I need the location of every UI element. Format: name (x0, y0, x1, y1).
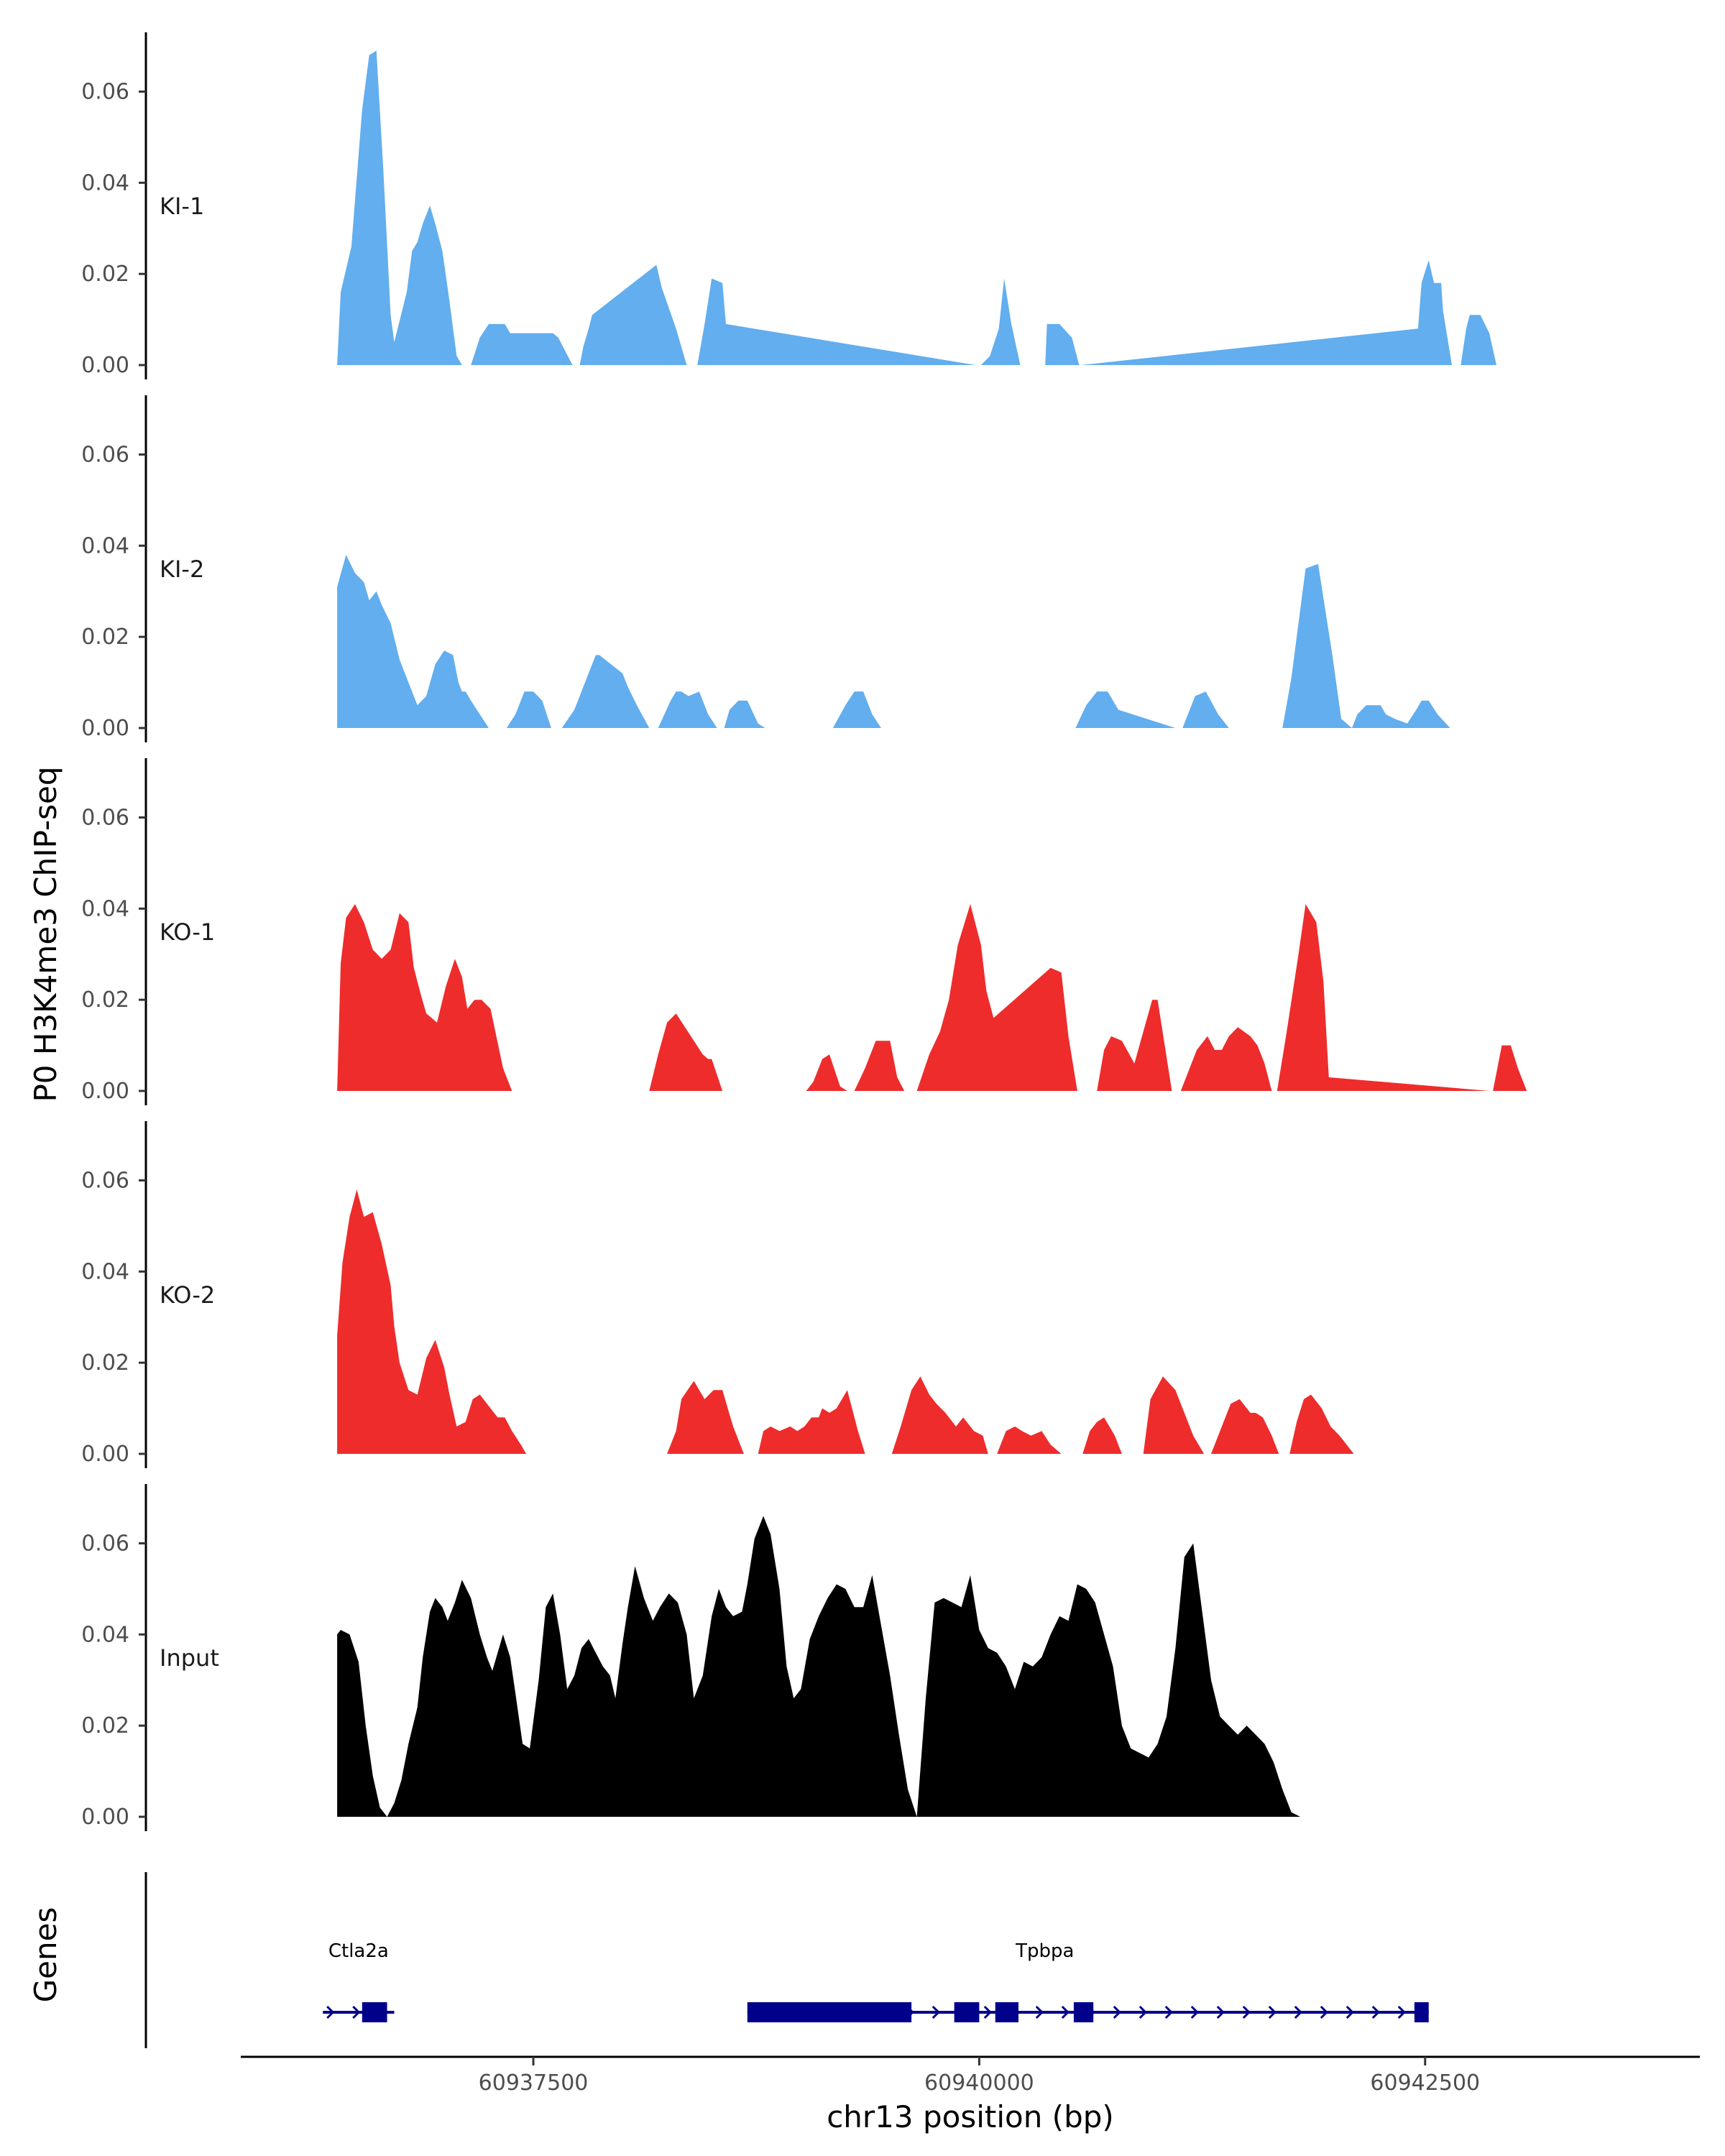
gene-exon (1414, 2002, 1429, 2022)
strand-arrow (1190, 2005, 1199, 2019)
series-area-ko-1 (337, 904, 1693, 1091)
strand-arrow (1320, 2005, 1328, 2019)
track-label: KI-2 (160, 556, 204, 583)
gene-exon (995, 2002, 1018, 2022)
y-tick-label: 0.04 (81, 1622, 129, 1647)
track-label: KO-1 (160, 918, 215, 946)
tracks-layer: 0.00 0.02 0.04 0.06 KI-1 0.00 0.02 0.04 0.06 KI-2… (81, 32, 1693, 1831)
gene-exon (1073, 2002, 1094, 2022)
y-tick-label: 0.00 (81, 1442, 129, 1467)
y-tick-label: 0.04 (81, 533, 129, 558)
gene-label: Ctla2a (328, 1940, 389, 1962)
y-tick-label: 0.06 (81, 1168, 129, 1193)
strand-arrow (352, 2005, 361, 2019)
series-area-ki-2 (337, 555, 1693, 728)
y-tick-label: 0.06 (81, 805, 129, 830)
y-tick-label: 0.00 (81, 1805, 129, 1830)
series-area-ki-1 (337, 50, 1591, 366)
y-tick-label: 0.06 (81, 442, 129, 467)
strand-arrow (1035, 2005, 1044, 2019)
strand-arrow (1164, 2005, 1173, 2019)
x-axis-title: chr13 position (bp) (827, 2099, 1114, 2134)
y-tick-label: 0.06 (81, 79, 129, 104)
gene-tpbpa: Tpbpa (747, 1940, 1429, 2022)
y-tick-label: 0.06 (81, 1531, 129, 1556)
x-tick-label: 60937500 (479, 2070, 589, 2096)
y-tick-label: 0.04 (81, 170, 129, 195)
y-tick-label: 0.02 (81, 262, 129, 287)
track-ko-1: 0.00 0.02 0.04 0.06 KO-1 (81, 758, 1693, 1105)
series-area-input (337, 1516, 1693, 1817)
strand-arrow (983, 2005, 992, 2019)
strand-arrow (326, 2005, 335, 2019)
y-tick-label: 0.00 (81, 353, 129, 378)
y-tick-label: 0.00 (81, 1079, 129, 1104)
track-input: 0.00 0.02 0.04 0.06 Input (81, 1484, 1693, 1831)
strand-arrow (1346, 2005, 1354, 2019)
strand-arrow (1242, 2005, 1251, 2019)
gene-exon (747, 2002, 912, 2022)
y-tick-label: 0.02 (81, 625, 129, 650)
genes-panel: Ctla2a Tpbpa (144, 1872, 1429, 2048)
y-tick-label: 0.02 (81, 1713, 129, 1738)
y-tick-label: 0.02 (81, 1350, 129, 1376)
track-ko-2: 0.00 0.02 0.04 0.06 KO-2 (81, 1121, 1693, 1468)
x-axis: 60937500 60940000 60942500 (241, 2055, 1700, 2096)
strand-arrow (1216, 2005, 1225, 2019)
strand-arrow (1294, 2005, 1302, 2019)
strand-arrow (1061, 2005, 1070, 2019)
track-ki-1: 0.00 0.02 0.04 0.06 KI-1 (81, 32, 1591, 379)
strand-arrow (1138, 2005, 1147, 2019)
track-label: KO-2 (160, 1281, 215, 1309)
strand-arrow (932, 2005, 940, 2019)
y-tick-label: 0.04 (81, 1259, 129, 1284)
strand-arrow (1371, 2005, 1380, 2019)
gene-exon (362, 2002, 387, 2022)
y-axis-title: P0 H3K4me3 ChIP-seq (28, 766, 63, 1102)
y-tick-label: 0.00 (81, 716, 129, 741)
track-ki-2: 0.00 0.02 0.04 0.06 KI-2 (81, 395, 1693, 742)
genes-axis-title: Genes (28, 1907, 63, 2003)
track-label: Input (160, 1644, 219, 1672)
gene-ctla2a: Ctla2a (323, 1940, 395, 2022)
gene-label: Tpbpa (1015, 1940, 1074, 1962)
gene-exon (954, 2002, 980, 2022)
x-tick-label: 60942500 (1370, 2070, 1480, 2096)
series-area-ko-2 (337, 1189, 1693, 1454)
strand-arrow (1113, 2005, 1121, 2019)
y-tick-label: 0.04 (81, 896, 129, 921)
strand-arrow (1397, 2005, 1406, 2019)
y-tick-label: 0.02 (81, 987, 129, 1013)
x-tick-label: 60940000 (924, 2070, 1034, 2096)
strand-arrow (1268, 2005, 1276, 2019)
track-label: KI-1 (160, 193, 204, 220)
